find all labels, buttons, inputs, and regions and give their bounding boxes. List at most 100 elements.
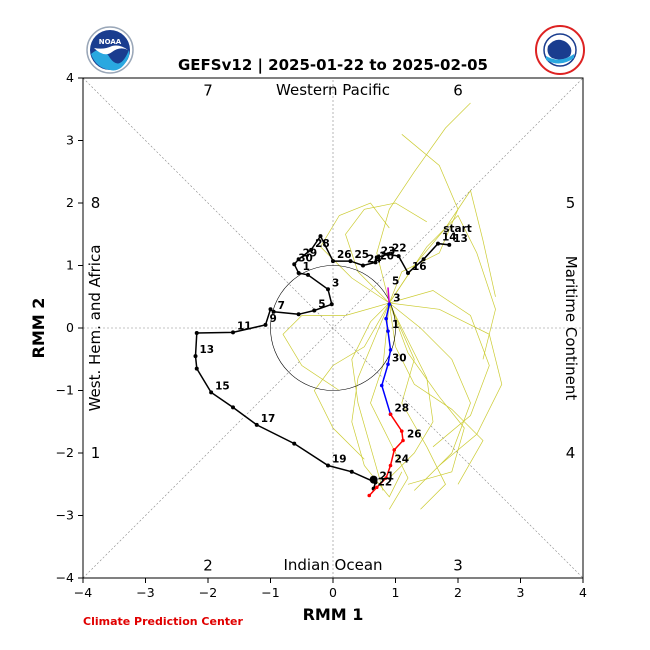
phase-label-5: 5 <box>566 194 576 212</box>
observed-point-2 <box>436 241 440 246</box>
observed-point-8 <box>373 260 378 265</box>
credit-text: Climate Prediction Center <box>83 615 243 628</box>
y-tick-label-6: 1 <box>66 258 74 273</box>
y-tick-label-9: 4 <box>66 70 74 85</box>
ensemble-member-14 <box>370 302 409 510</box>
forecast-week2-point-5 <box>388 463 393 468</box>
forecast-week2-point-7 <box>374 485 379 490</box>
forecast-week1-point-2 <box>384 316 388 321</box>
observed-end-marker <box>369 475 378 484</box>
ensemble-member-15 <box>389 214 496 360</box>
observed-point-17 <box>306 272 310 277</box>
observed-label-25: 11 <box>237 320 252 332</box>
observed-point-11 <box>331 259 335 264</box>
observed-point-15 <box>292 262 297 267</box>
forecast-week1-point-3 <box>386 329 390 333</box>
observed-point-10 <box>348 259 353 264</box>
observed-label-1: 13 <box>453 233 468 245</box>
observed-label-33: 19 <box>332 454 347 466</box>
phase-labels: 1 2 3 4 5 6 7 8 <box>91 82 576 575</box>
observed-label-2: 14 <box>442 232 457 244</box>
forecast-week2-point-1 <box>388 412 393 417</box>
observed-point-1 <box>447 242 452 247</box>
observed-point-21 <box>296 312 301 317</box>
x-tick-label-1: −4 <box>74 585 92 600</box>
observed-label-16: 1 <box>303 261 310 273</box>
observed-point-28 <box>194 366 199 371</box>
observed-label-11: 26 <box>337 249 352 261</box>
x-tick-label-3: −2 <box>199 585 217 600</box>
observed-point-4 <box>406 271 410 275</box>
observed-point-14 <box>296 257 301 262</box>
observed-point-23 <box>268 307 273 312</box>
y-tick-label-4: −1 <box>56 383 74 398</box>
forecast-week2-point-4 <box>392 448 397 452</box>
date-labels: 1314162223202425262829301357911131517192… <box>200 232 468 489</box>
observed-label-13: 28 <box>315 238 330 250</box>
forecast-start-line <box>387 287 391 305</box>
forecast-week2-point-2 <box>399 429 404 433</box>
observed-point-31 <box>254 422 259 427</box>
forecast_week2-label-3: 26 <box>407 429 422 441</box>
x-tick-label-9: 4 <box>579 585 587 600</box>
observed-point-20 <box>312 308 317 313</box>
ensemble-member-18 <box>351 302 403 498</box>
ensemble-member-1 <box>388 302 434 479</box>
region-indian-ocean: Indian Ocean <box>283 556 382 574</box>
x-tick-label-2: −3 <box>136 585 154 600</box>
observed-label-10: 25 <box>355 249 370 261</box>
observed-label-22: 7 <box>278 300 285 312</box>
y-axis-label: RMM 2 <box>29 298 48 359</box>
forecast_week1-label-7: 28 <box>395 402 410 414</box>
observed-point-18 <box>326 287 330 292</box>
forecast-week1-point-4 <box>388 348 393 352</box>
noaa-logo-text: NOAA <box>99 38 122 46</box>
y-tick-label-5: 0 <box>66 320 74 335</box>
ensemble-member-13 <box>389 302 503 466</box>
phase-label-6: 6 <box>453 82 463 100</box>
region-western-pacific: Western Pacific <box>276 81 390 99</box>
phase-guides <box>82 77 584 579</box>
noaa-logo-icon: NOAA <box>86 26 134 74</box>
y-tick-label-8: 3 <box>66 133 74 148</box>
forecast-week1-point-1 <box>387 302 392 307</box>
phase-label-2: 2 <box>203 557 213 575</box>
forecast_start-label-1: 5 <box>392 275 399 287</box>
y-tick-label-7: 2 <box>66 195 74 210</box>
observed-point-29 <box>209 390 214 395</box>
y-tick-label-3: −2 <box>56 445 74 460</box>
observed-point-5 <box>396 254 401 259</box>
phase-label-1: 1 <box>91 444 101 462</box>
forecast_week2-label-5: 24 <box>395 454 410 466</box>
observed-label-14: 29 <box>303 247 318 259</box>
ensemble-member-5 <box>345 202 427 304</box>
observed-point-6 <box>386 252 390 257</box>
chart-title: GEFSv12 | 2025-01-22 to 2025-02-05 <box>178 56 488 75</box>
observed-label-27: 13 <box>200 344 215 356</box>
start-label: start <box>443 223 472 235</box>
ensemble-member-16 <box>320 202 390 304</box>
observed-label-35: 21 <box>380 470 395 482</box>
observed-point-19 <box>329 302 334 307</box>
observed-point-13 <box>309 247 314 252</box>
observed-label-31: 17 <box>261 413 276 425</box>
observed-label-18: 3 <box>332 277 339 289</box>
observed-label-6: 22 <box>392 242 407 254</box>
x-axis-label: RMM 1 <box>303 605 364 624</box>
ensemble-member-17 <box>388 302 465 485</box>
observed-label-24: 9 <box>270 313 277 325</box>
observed-point-3 <box>421 257 426 262</box>
phase-label-3: 3 <box>453 557 463 575</box>
forecast_week1-label-3: 1 <box>392 319 399 331</box>
observed-point-30 <box>231 405 235 410</box>
forecast-week2-point-3 <box>401 438 405 443</box>
forecast-week1-point-6 <box>379 383 384 388</box>
x-tick-label-4: −1 <box>261 585 279 600</box>
observed-label-36: 22 <box>378 477 393 489</box>
forecast-week2-point-6 <box>384 476 388 480</box>
ensemble-member-8 <box>389 302 471 491</box>
observed-point-12 <box>318 234 323 239</box>
ensemble-member-3 <box>389 290 490 448</box>
observed-point-9 <box>361 263 365 268</box>
observed-point-16 <box>296 271 301 275</box>
